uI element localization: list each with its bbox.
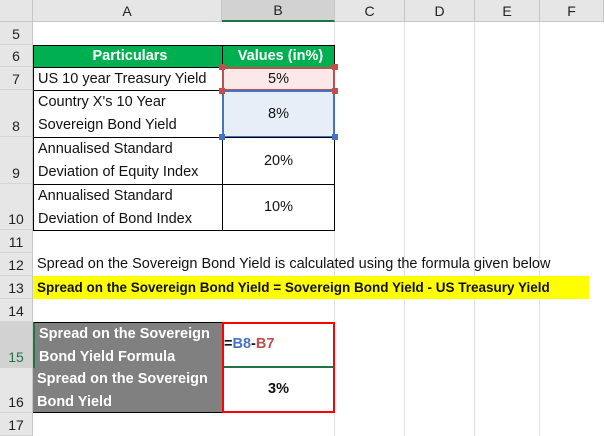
row-header-16[interactable]: 16 — [0, 368, 33, 413]
column-header-c[interactable]: C — [335, 0, 405, 22]
row-header-5[interactable]: 5 — [0, 22, 33, 45]
row-header-13[interactable]: 13 — [0, 276, 33, 299]
table-header-values[interactable]: Values (in%) — [222, 45, 335, 68]
row-header-9[interactable]: 9 — [0, 137, 33, 184]
selection-handle[interactable] — [332, 88, 338, 94]
row-header-8[interactable]: 8 — [0, 90, 33, 137]
cell-a12-note[interactable]: Spread on the Sovereign Bond Yield is ca… — [37, 256, 551, 272]
row-header-6[interactable]: 6 — [0, 45, 33, 67]
formula-equals: = — [224, 335, 233, 352]
formula-operator: - — [251, 335, 256, 352]
row-header-11[interactable]: 11 — [0, 230, 33, 253]
selection-handle[interactable] — [332, 64, 338, 70]
cell-b16-result[interactable]: 3% — [268, 381, 289, 397]
column-header-d[interactable]: D — [405, 0, 475, 22]
row-header-17[interactable]: 17 — [0, 413, 33, 436]
cell-a9[interactable]: Annualised Standard Deviation of Equity … — [33, 137, 223, 185]
selection-handle[interactable] — [219, 64, 225, 70]
cell-b7[interactable]: 5% — [222, 67, 335, 91]
cell-a16-result-label[interactable]: Spread on the Sovereign Bond Yield — [33, 368, 222, 413]
column-header-e[interactable]: E — [475, 0, 540, 22]
row-header-10[interactable]: 10 — [0, 184, 33, 230]
selection-handle[interactable] — [332, 134, 338, 140]
cell-a10[interactable]: Annualised Standard Deviation of Bond In… — [33, 184, 223, 231]
selection-handle[interactable] — [219, 134, 225, 140]
cell-b15-formula[interactable]: = B8- B7 — [224, 322, 333, 368]
column-header-a[interactable]: A — [33, 0, 222, 22]
table-header-particulars[interactable]: Particulars — [33, 45, 223, 68]
selection-handle[interactable] — [219, 88, 225, 94]
cell-a15-formula-label[interactable]: Spread on the Sovereign Bond Yield Formu… — [33, 322, 222, 368]
select-all-corner[interactable] — [0, 0, 33, 22]
formula-ref-b7: B7 — [255, 335, 275, 352]
column-header-f[interactable]: F — [540, 0, 604, 22]
cell-b9[interactable]: 20% — [222, 137, 335, 185]
cell-a7[interactable]: US 10 year Treasury Yield — [33, 67, 223, 91]
row-header-7[interactable]: 7 — [0, 67, 33, 90]
row-header-12[interactable]: 12 — [0, 253, 33, 276]
column-header-b[interactable]: B — [222, 0, 335, 22]
cell-b10[interactable]: 10% — [222, 184, 335, 231]
cell-a8[interactable]: Country X's 10 Year Sovereign Bond Yield — [33, 90, 223, 138]
row-header-14[interactable]: 14 — [0, 299, 33, 322]
formula-ref-b8: B8 — [232, 335, 252, 352]
row-header-15[interactable]: 15 — [0, 322, 33, 368]
cell-b8[interactable]: 8% — [222, 90, 335, 138]
cell-a13-formula-banner[interactable]: Spread on the Sovereign Bond Yield = Sov… — [33, 276, 589, 299]
